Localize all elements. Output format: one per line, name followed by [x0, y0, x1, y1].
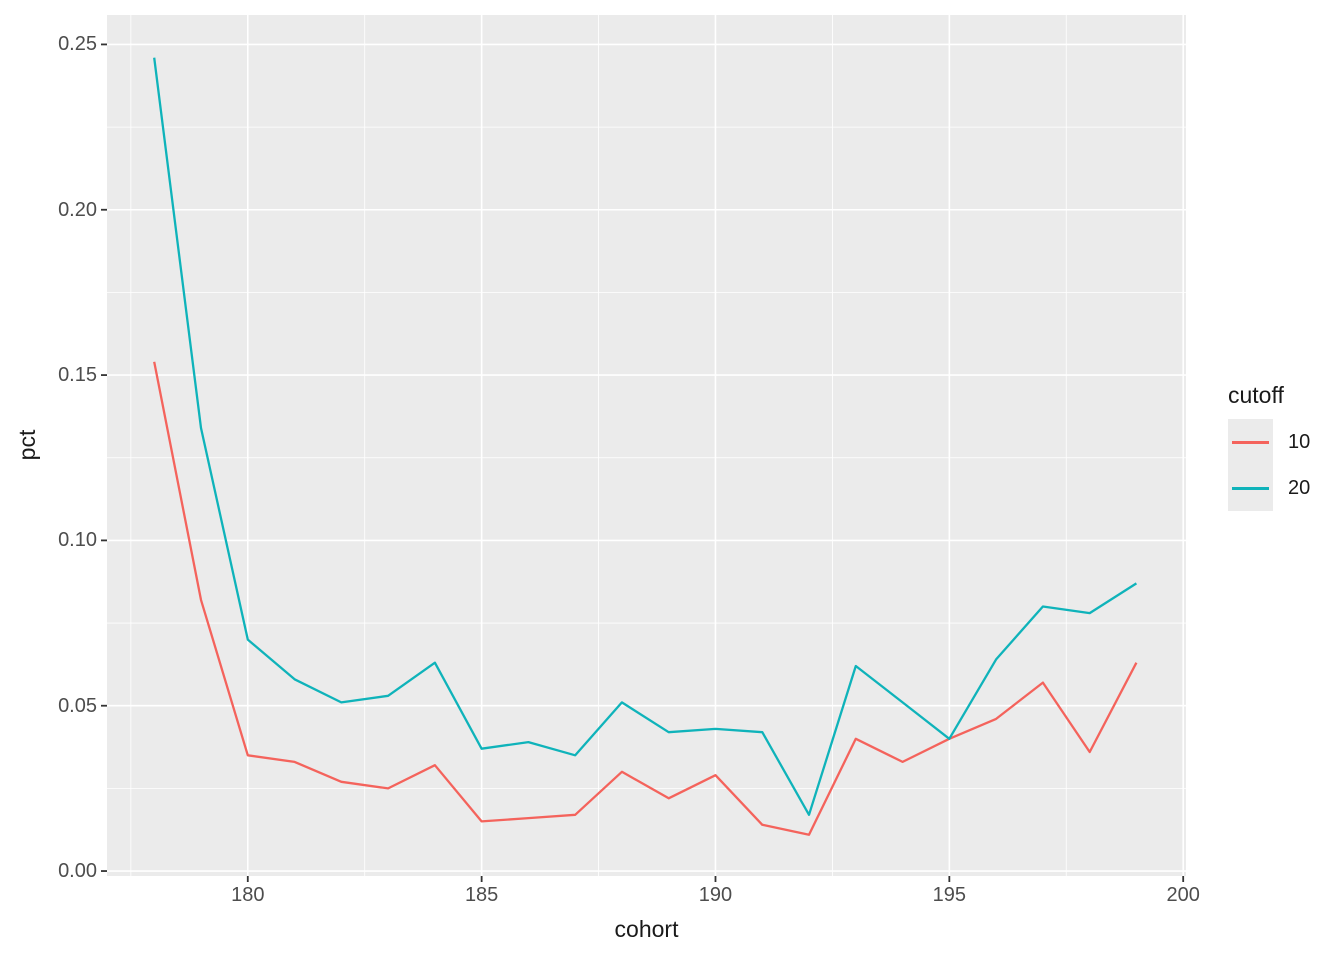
legend-key — [1228, 465, 1273, 511]
x-axis-title: cohort — [614, 916, 679, 942]
y-axis-tick-label: 0.15 — [58, 364, 97, 387]
x-axis-tick-label: 190 — [698, 884, 733, 906]
legend-key-line-icon — [1232, 486, 1269, 490]
legend-title: cutoff — [1228, 382, 1284, 408]
y-axis-tick-label: 0.25 — [58, 33, 97, 56]
legend-entry-label: 20 — [1288, 477, 1311, 499]
y-axis-tick-label: 0.00 — [58, 860, 97, 883]
series-line-cutoff-20 — [153, 57, 1138, 816]
y-axis-tick-label: 0.10 — [58, 529, 97, 552]
x-axis-tick-label: 195 — [932, 884, 967, 906]
y-axis-tick-label: 0.05 — [58, 694, 97, 717]
legend-entry-10: 10 — [1228, 419, 1344, 465]
legend-key-line-icon — [1232, 440, 1269, 444]
legend-key — [1228, 419, 1273, 465]
plot-panel — [107, 15, 1186, 876]
x-axis-tick-label: 185 — [464, 884, 499, 906]
y-axis-tick-label: 0.20 — [58, 198, 97, 221]
legend-entry-label: 10 — [1288, 431, 1311, 453]
x-axis-tick-label: 200 — [1166, 884, 1200, 906]
x-axis-tick-label: 180 — [231, 884, 265, 906]
series-line-cutoff-10 — [153, 361, 1138, 836]
legend-entry-20: 20 — [1228, 465, 1344, 511]
y-axis-title: pct — [14, 429, 40, 461]
